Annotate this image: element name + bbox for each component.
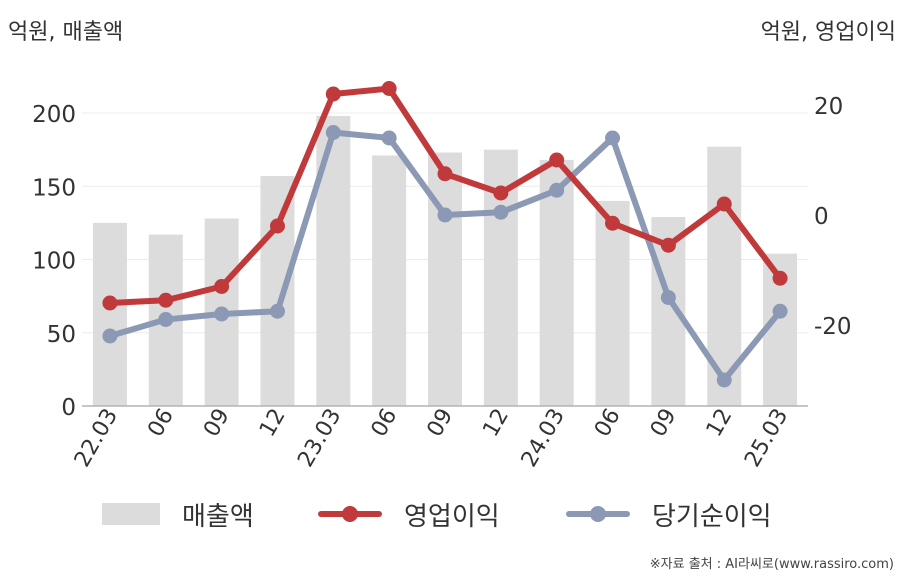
point-net-income (269, 303, 285, 319)
x-axis-tick-label: 06 (143, 405, 179, 442)
point-operating-profit (214, 279, 230, 294)
x-axis-tick-label: 09 (646, 405, 682, 442)
point-net-income (102, 328, 118, 344)
point-operating-profit (493, 185, 509, 201)
point-operating-profit (102, 295, 118, 311)
right-axis-tick-label: 20 (814, 94, 843, 120)
x-axis-tick-label: 24.03 (517, 405, 570, 472)
legend-swatch-revenue (102, 503, 160, 525)
left-axis-tick-label: 200 (32, 102, 76, 128)
point-net-income (437, 207, 453, 223)
bar-revenue (260, 175, 295, 406)
bar-revenue (372, 155, 407, 406)
point-net-income (549, 182, 565, 198)
x-axis-tick-label: 12 (478, 405, 514, 442)
point-net-income (772, 303, 788, 319)
bar-revenue (539, 159, 574, 406)
point-net-income (214, 306, 230, 322)
point-net-income (158, 312, 174, 327)
x-axis-tick-label: 09 (199, 405, 235, 442)
point-operating-profit (660, 237, 676, 253)
right-axis-tick-label: 0 (814, 204, 829, 230)
legend-label-net-income: 당기순이익 (652, 501, 772, 532)
point-operating-profit (549, 152, 565, 168)
right-axis-tick-label: -20 (814, 314, 852, 340)
left-axis-unit: 억원, 매출액 (8, 20, 124, 45)
x-axis-tick-label: 22.03 (70, 405, 123, 472)
point-net-income (716, 372, 732, 388)
point-net-income (660, 290, 676, 305)
point-operating-profit (158, 292, 174, 308)
x-axis-tick-label: 12 (702, 405, 738, 442)
legend-swatch-net-income (566, 503, 630, 525)
x-axis-tick-label: 06 (590, 405, 626, 442)
point-operating-profit (381, 81, 397, 96)
bar-revenue (92, 222, 127, 406)
left-axis-tick-label: 0 (61, 395, 76, 421)
bar-revenue (316, 115, 351, 407)
legend-swatch-operating-profit (318, 503, 382, 525)
x-axis-tick-label: 23.03 (293, 405, 346, 472)
x-axis-tick-label: 06 (367, 405, 403, 442)
left-axis-tick-label: 150 (32, 175, 76, 201)
left-axis-tick-label: 50 (47, 322, 76, 348)
legend-label-operating-profit: 영업이익 (404, 501, 500, 532)
point-net-income (325, 125, 341, 140)
right-axis-unit: 억원, 영업이익 (760, 20, 896, 45)
point-operating-profit (437, 166, 453, 182)
point-operating-profit (605, 215, 621, 231)
point-net-income (493, 204, 509, 220)
point-operating-profit (325, 86, 341, 102)
left-axis-tick-label: 100 (32, 249, 76, 275)
point-operating-profit (269, 218, 285, 234)
source-note: ※자료 출처 : AI라씨로(www.rassiro.com) (649, 557, 894, 572)
x-axis-tick-label: 25.03 (740, 405, 793, 472)
x-axis-tick-label: 09 (423, 405, 459, 442)
x-axis-tick-label: 12 (255, 405, 291, 442)
point-net-income (605, 130, 621, 146)
legend-label-revenue: 매출액 (182, 501, 254, 532)
point-operating-profit (772, 270, 788, 286)
bar-revenue (595, 200, 630, 406)
chart-legend: 매출액 영업이익 당기순이익 (0, 492, 908, 536)
bar-revenue (428, 152, 462, 406)
legend-item-operating-profit: 영업이익 (318, 492, 500, 536)
legend-item-net-income: 당기순이익 (566, 492, 772, 536)
point-net-income (381, 130, 397, 146)
point-operating-profit (716, 196, 732, 212)
legend-item-revenue: 매출액 (102, 492, 254, 536)
